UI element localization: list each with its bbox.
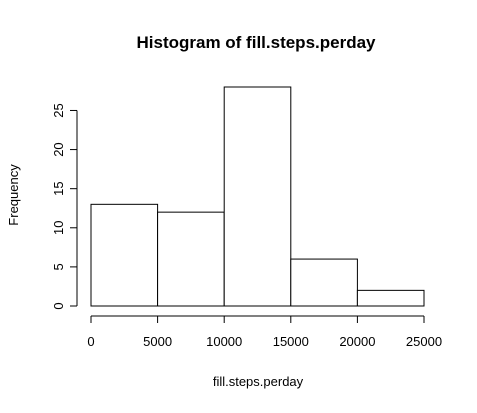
y-tick-label-5: 25 xyxy=(51,103,66,117)
histogram-bar-1 xyxy=(157,211,225,307)
chart-title: Histogram of fill.steps.perday xyxy=(137,33,377,52)
x-tick-label-5: 25000 xyxy=(406,334,442,349)
y-tick-label-4: 20 xyxy=(51,142,66,156)
histogram-bar-0 xyxy=(90,203,159,307)
histogram-bar-3 xyxy=(290,258,358,307)
x-tick-label-4: 20000 xyxy=(339,334,375,349)
histogram-bar-4 xyxy=(356,289,425,307)
histogram-bar-2 xyxy=(223,86,292,307)
y-tick-label-1: 5 xyxy=(51,263,66,270)
y-tick-label-3: 15 xyxy=(51,181,66,195)
x-tick-label-1: 5000 xyxy=(143,334,172,349)
y-axis: 0 5 10 15 20 25 xyxy=(51,103,78,310)
x-axis-label: fill.steps.perday xyxy=(213,374,304,389)
x-tick-label-2: 10000 xyxy=(206,334,242,349)
x-tick-label-0: 0 xyxy=(87,334,94,349)
y-tick-label-2: 10 xyxy=(51,221,66,235)
x-tick-label-3: 15000 xyxy=(273,334,309,349)
bars-group xyxy=(90,86,425,307)
y-tick-label-0: 0 xyxy=(51,302,66,309)
x-axis: 0 5000 10000 15000 20000 25000 xyxy=(87,315,442,349)
y-axis-label: Frequency xyxy=(6,164,21,226)
